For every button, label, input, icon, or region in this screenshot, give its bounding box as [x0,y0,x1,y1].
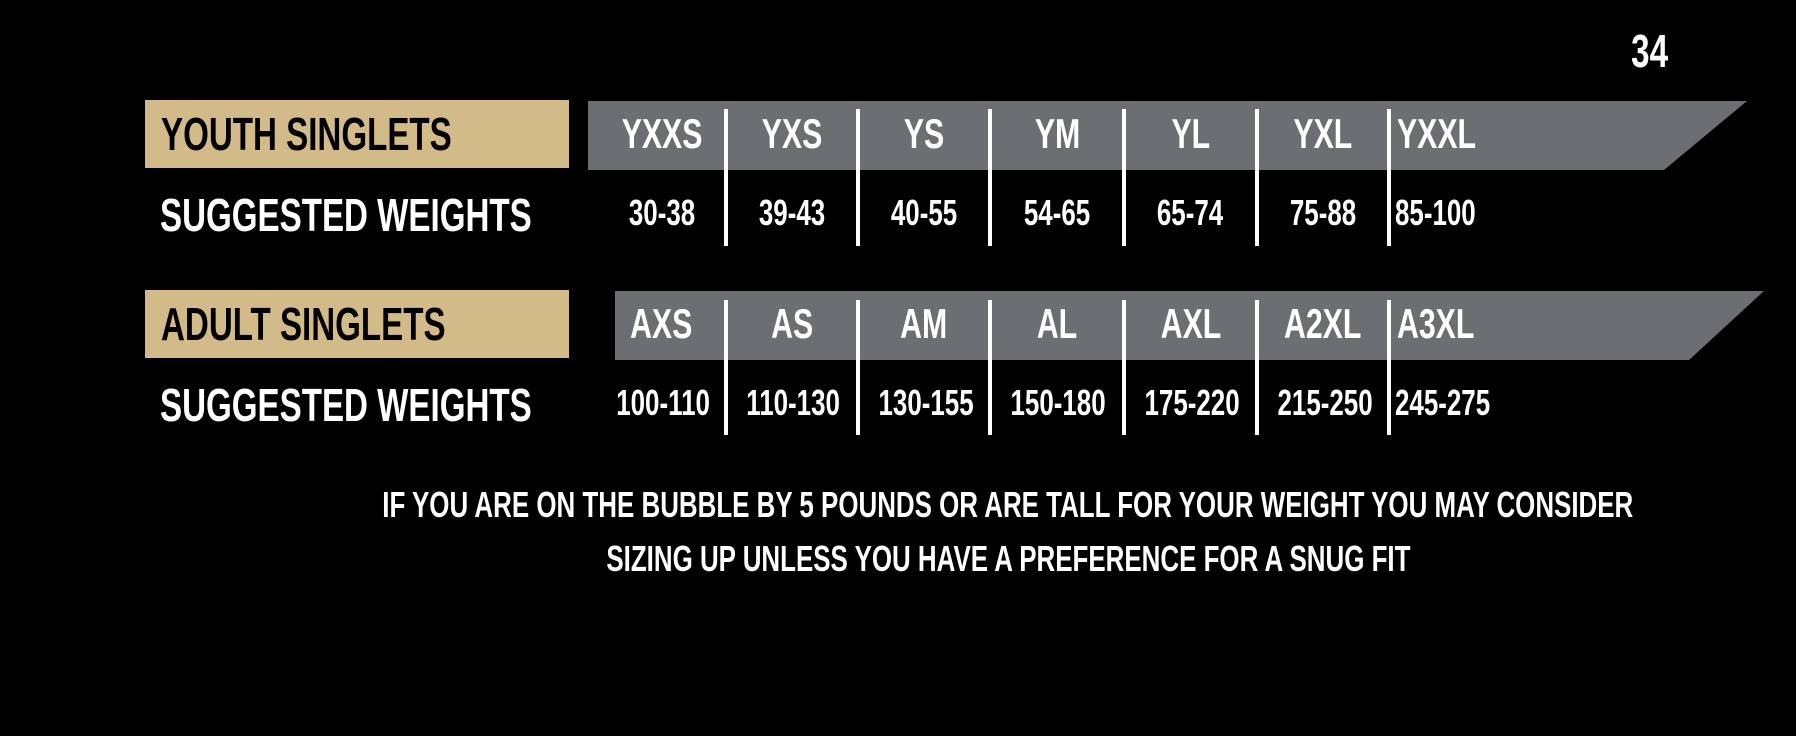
youth-weight-range: 30-38 [628,192,696,233]
youth-size-band [588,101,1747,170]
adult-weight-range: 215-250 [1277,382,1373,423]
youth-weight-range: 85-100 [1395,192,1476,233]
adult-weight-range: 100-110 [616,382,710,423]
column-divider [1255,109,1259,246]
youth-size-label: YXXS [621,110,703,157]
column-divider [856,109,860,246]
adult-section-title: ADULT SINGLETS [145,290,569,358]
adult-weight-range: 175-220 [1144,382,1240,423]
youth-size-label: YXXL [1397,110,1476,157]
column-divider [988,300,992,435]
column-divider [1122,300,1126,435]
youth-size-label: YXL [1293,110,1353,157]
youth-size-label: YL [1171,110,1210,157]
page-number: 34 [1631,25,1669,77]
youth-weight-range: 75-88 [1289,192,1357,233]
adult-size-band [615,291,1764,360]
youth-weight-range: 40-55 [890,192,958,233]
adult-weight-range: 150-180 [1010,382,1106,423]
column-divider [1255,300,1259,435]
sizing-note-line-2: SIZING UP UNLESS YOU HAVE A PREFERENCE F… [605,538,1411,579]
column-divider [724,300,728,435]
youth-size-label: YS [903,110,945,157]
youth-size-label: YXS [761,110,823,157]
adult-weight-range: 110-130 [746,382,840,423]
column-divider [1122,109,1126,246]
adult-size-label: A2XL [1284,300,1362,347]
column-divider [856,300,860,435]
column-divider [1387,300,1391,435]
adult-size-label: AS [770,300,814,347]
youth-weight-range: 65-74 [1157,192,1224,233]
adult-size-label: A3XL [1397,300,1475,347]
youth-weight-range: 54-65 [1023,192,1091,233]
column-divider [1387,109,1391,246]
adult-size-label: AXL [1160,300,1221,347]
adult-size-label: AL [1036,300,1078,347]
adult-size-label: AXS [629,300,693,347]
youth-section-title: YOUTH SINGLETS [145,100,569,168]
youth-weight-range: 39-43 [758,192,826,233]
adult-size-label: AM [900,300,948,347]
adult-weight-range: 130-155 [878,382,974,423]
sizing-note-line-1: IF YOU ARE ON THE BUBBLE BY 5 POUNDS OR … [382,484,1634,525]
youth-size-label: YM [1034,110,1080,157]
adult-weight-range: 245-275 [1395,382,1491,423]
column-divider [724,109,728,246]
youth-weights-label: SUGGESTED WEIGHTS [160,189,532,241]
column-divider [988,109,992,246]
adult-weights-label: SUGGESTED WEIGHTS [160,379,532,431]
